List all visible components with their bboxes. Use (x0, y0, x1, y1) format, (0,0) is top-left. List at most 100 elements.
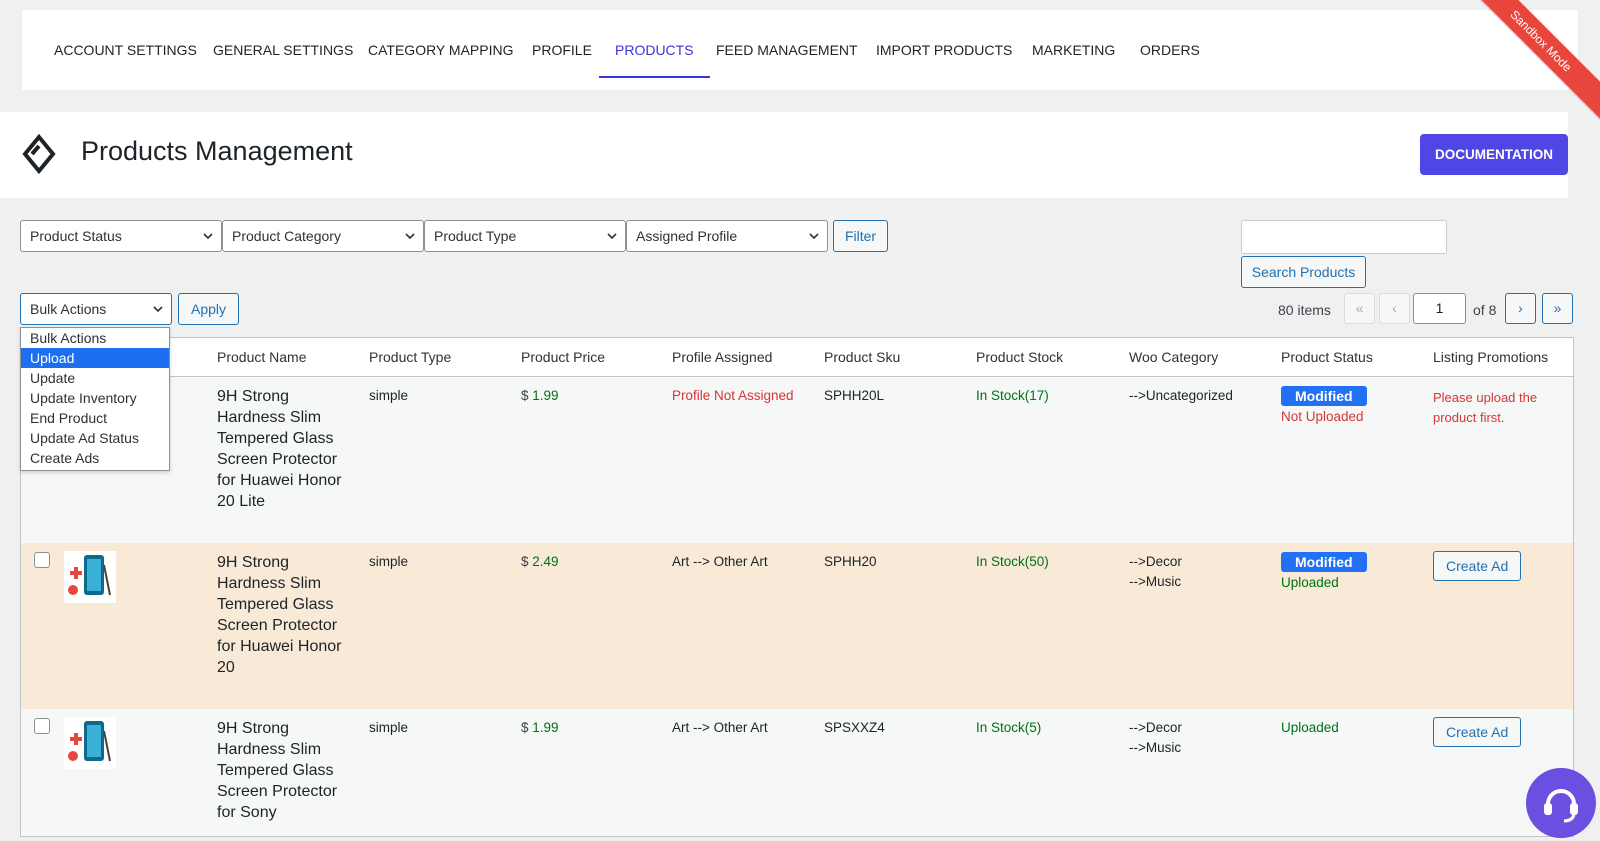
assigned-profile-select[interactable]: Assigned Profile (626, 220, 828, 252)
last-page-button[interactable]: » (1542, 293, 1573, 324)
apply-button[interactable]: Apply (178, 293, 239, 325)
headset-icon (1544, 789, 1578, 823)
tab-products[interactable]: PRODUCTS (599, 10, 710, 90)
woo-category: -->Uncategorized (1129, 388, 1233, 403)
column-header: Product Status (1281, 349, 1373, 365)
chevron-down-icon (405, 233, 415, 240)
option-update-ad-status[interactable]: Update Ad Status (30, 430, 139, 446)
tab-category-mapping[interactable]: CATEGORY MAPPING (368, 42, 514, 58)
category-item: -->Decor (1129, 554, 1182, 569)
support-chat-button[interactable] (1526, 768, 1596, 838)
option-upload[interactable]: Upload (21, 348, 169, 368)
profile-assigned: Art --> Other Art (672, 720, 768, 735)
product-category-value: Product Category (232, 228, 341, 244)
tab-account-settings[interactable]: ACCOUNT SETTINGS (54, 42, 197, 58)
table-row: 9H Strong Hardness Slim Tempered Glass S… (21, 377, 1573, 543)
product-name[interactable]: 9H Strong Hardness Slim Tempered Glass S… (217, 554, 342, 676)
product-stock: In Stock(5) (976, 720, 1042, 735)
total-pages: of 8 (1473, 302, 1497, 318)
product-name[interactable]: 9H Strong Hardness Slim Tempered Glass S… (217, 388, 342, 510)
product-sku: SPHH20L (824, 388, 885, 403)
page-header: Products Management DOCUMENTATION (0, 112, 1568, 198)
product-sku: SPSXXZ4 (824, 720, 885, 735)
product-status: Modified Not Uploaded (1281, 386, 1367, 427)
tab-marketing[interactable]: MARKETING (1032, 42, 1116, 58)
product-type: simple (369, 388, 409, 403)
currency-symbol: $ (521, 720, 529, 735)
product-name[interactable]: 9H Strong Hardness Slim Tempered Glass S… (217, 720, 338, 821)
row-checkbox[interactable] (34, 552, 50, 568)
option-bulk-actions[interactable]: Bulk Actions (30, 330, 107, 346)
bulk-actions-dropdown: Bulk Actions Upload Update Update Invent… (20, 327, 170, 471)
sandbox-mode-ribbon: Sandbox Mode (1470, 0, 1600, 125)
option-update-inventory[interactable]: Update Inventory (30, 390, 137, 406)
product-price: $ 2.49 (521, 552, 559, 572)
listing-promotion-message: Please upload the product first. (1433, 390, 1538, 425)
brand-logo-icon (22, 134, 56, 174)
profile-assigned: Profile Not Assigned (672, 388, 794, 403)
create-ad-button[interactable]: Create Ad (1433, 551, 1522, 581)
status-text: Uploaded (1281, 575, 1339, 590)
bulk-actions-value: Bulk Actions (30, 301, 107, 317)
table-row: 9H Strong Hardness Slim Tempered Glass S… (21, 543, 1573, 709)
first-page-button: « (1344, 293, 1375, 324)
tab-import-products[interactable]: IMPORT PRODUCTS (876, 42, 1013, 58)
category-item: -->Decor (1129, 720, 1182, 735)
product-price: $ 1.99 (521, 386, 559, 406)
product-type-select[interactable]: Product Type (424, 220, 626, 252)
option-update[interactable]: Update (30, 370, 76, 386)
row-checkbox[interactable] (34, 718, 50, 734)
product-thumbnail[interactable] (64, 551, 116, 603)
products-table: Product Name Product Type Product Price … (20, 337, 1574, 837)
column-header: Product Sku (824, 349, 901, 365)
profile-assigned: Art --> Other Art (672, 554, 768, 569)
table-header: Product Name Product Type Product Price … (21, 338, 1573, 377)
tab-profile[interactable]: PROFILE (532, 42, 592, 58)
column-header: Listing Promotions (1433, 349, 1549, 365)
product-status-select[interactable]: Product Status (20, 220, 222, 252)
product-price: $ 1.99 (521, 718, 559, 738)
product-type: simple (369, 720, 409, 735)
column-header: Profile Assigned (672, 349, 773, 365)
prev-page-button: ‹ (1379, 293, 1410, 324)
column-header: Product Type (369, 349, 452, 365)
top-navigation: ACCOUNT SETTINGS GENERAL SETTINGS CATEGO… (22, 10, 1578, 90)
tab-general-settings[interactable]: GENERAL SETTINGS (213, 42, 354, 58)
column-header[interactable]: Product Name (217, 349, 307, 365)
price-value: 1.99 (532, 388, 559, 403)
woo-category: -->Decor -->Music (1129, 552, 1182, 592)
price-value: 2.49 (532, 554, 559, 569)
column-header: Product Price (521, 349, 606, 365)
current-page-input[interactable]: 1 (1413, 293, 1466, 324)
status-badge: Modified (1281, 386, 1367, 406)
tab-feed-management[interactable]: FEED MANAGEMENT (716, 42, 858, 58)
status-badge: Modified (1281, 552, 1367, 572)
documentation-button[interactable]: DOCUMENTATION (1420, 134, 1568, 175)
product-category-select[interactable]: Product Category (222, 220, 424, 252)
product-status: Modified Uploaded (1281, 552, 1367, 593)
category-item: -->Music (1129, 740, 1182, 755)
product-thumbnail[interactable] (64, 717, 116, 769)
tab-orders[interactable]: ORDERS (1140, 42, 1200, 58)
product-stock: In Stock(50) (976, 554, 1049, 569)
create-ad-button[interactable]: Create Ad (1433, 717, 1522, 747)
column-header: Woo Category (1129, 349, 1219, 365)
woo-category: -->Decor -->Music (1129, 718, 1182, 758)
chevron-down-icon (809, 233, 819, 240)
chevron-down-icon (203, 233, 213, 240)
product-stock: In Stock(17) (976, 388, 1049, 403)
search-products-button[interactable]: Search Products (1241, 256, 1366, 288)
column-header: Product Stock (976, 349, 1064, 365)
currency-symbol: $ (521, 388, 529, 403)
bulk-actions-select[interactable]: Bulk Actions (20, 293, 172, 325)
search-input[interactable] (1241, 220, 1447, 254)
filter-button[interactable]: Filter (833, 220, 888, 252)
option-create-ads[interactable]: Create Ads (30, 450, 100, 466)
price-value: 1.99 (532, 720, 559, 735)
next-page-button[interactable]: › (1505, 293, 1536, 324)
product-type: simple (369, 554, 409, 569)
option-end-product[interactable]: End Product (30, 410, 108, 426)
chevron-down-icon (153, 306, 163, 313)
table-row: 9H Strong Hardness Slim Tempered Glass S… (21, 709, 1573, 836)
assigned-profile-value: Assigned Profile (636, 228, 738, 244)
